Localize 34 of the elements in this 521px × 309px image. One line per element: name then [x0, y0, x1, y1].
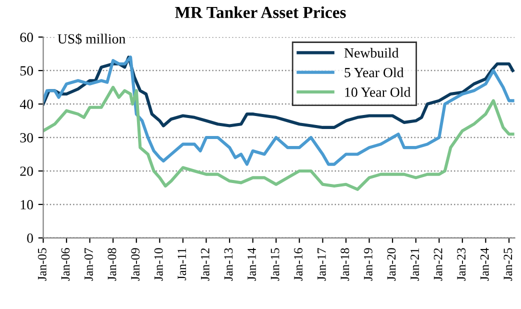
- y-tick-label: 60: [20, 32, 33, 42]
- x-tick-label: Jan-18: [340, 248, 350, 281]
- x-tick-label: Jan-15: [270, 248, 280, 281]
- x-tick-label: Jan-11: [178, 248, 186, 280]
- legend-label: 10 Year Old: [345, 87, 411, 97]
- x-tick-label: Jan-19: [364, 248, 372, 281]
- y-tick-label: 50: [20, 66, 33, 76]
- x-tick-label: Jan-23: [457, 248, 466, 281]
- x-tick-label: Jan-09: [131, 248, 140, 281]
- line-series: [43, 86, 514, 191]
- x-tick-label: Jan-25: [504, 248, 512, 281]
- x-tick-label: Jan-24: [480, 248, 489, 281]
- x-tick-label: Jan-05: [38, 248, 46, 281]
- x-tick-label: Jan-17: [317, 248, 326, 281]
- y-tick-label: 10: [20, 200, 33, 210]
- x-tick-label: Jan-20: [387, 248, 396, 281]
- y-tick-label: 0: [27, 234, 33, 243]
- y-tick-label: 30: [20, 133, 33, 142]
- annotation: US$ million: [58, 33, 126, 44]
- x-tick-label: Jan-22: [434, 248, 442, 281]
- y-tick-label: 20: [20, 166, 33, 176]
- legend-label: Newbuild: [344, 48, 399, 58]
- x-tick-label: Jan-07: [84, 248, 93, 281]
- legend-label: 5 Year Old: [344, 68, 404, 78]
- x-tick-label: Jan-13: [224, 248, 233, 281]
- x-tick-label: Jan-12: [200, 248, 210, 281]
- y-tick-label: 40: [20, 100, 33, 109]
- x-tick-label: Jan-10: [154, 248, 163, 281]
- x-tick-label: Jan-14: [248, 248, 256, 281]
- x-tick-label: Jan-08: [108, 248, 116, 281]
- x-tick-label: Jan-06: [61, 248, 70, 281]
- x-tick-label: Jan-16: [294, 248, 302, 281]
- chart-title: MR Tanker Asset Prices: [175, 6, 346, 18]
- x-tick-label: Jan-21: [410, 248, 419, 281]
